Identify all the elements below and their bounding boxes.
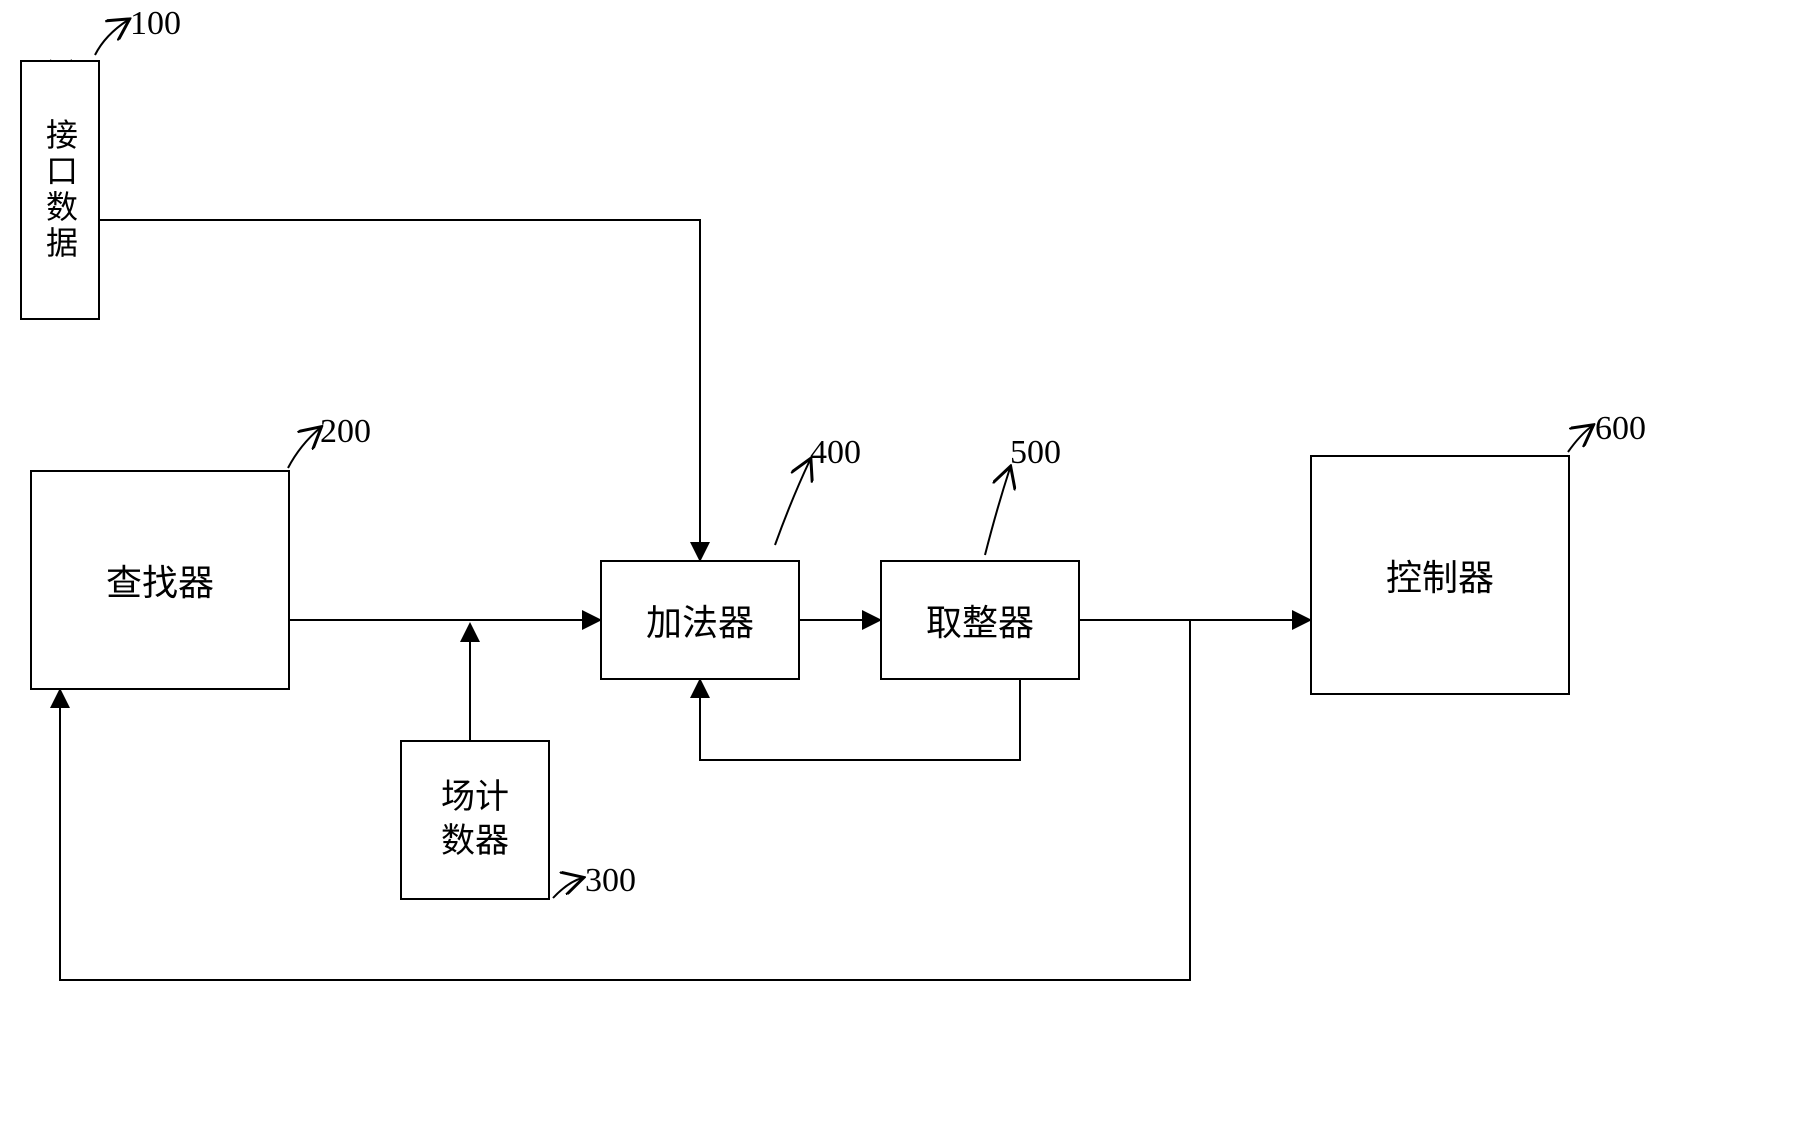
ref-arrow-200 <box>288 428 320 468</box>
ref-label-100: 100 <box>130 5 181 43</box>
node-finder-label: 查找器 <box>106 554 214 606</box>
ref-label-400: 400 <box>810 434 861 472</box>
node-interface-data-label: 接口数据 <box>37 118 83 262</box>
node-field-counter-line1: 场计 <box>441 776 509 820</box>
ref-label-200: 200 <box>320 413 371 451</box>
node-field-counter-line2: 数器 <box>441 820 509 864</box>
ref-arrow-500 <box>985 468 1010 555</box>
node-adder: 加法器 <box>600 560 800 680</box>
node-finder: 查找器 <box>30 470 290 690</box>
ref-arrow-600 <box>1568 426 1592 452</box>
ref-label-600: 600 <box>1595 410 1646 448</box>
ref-label-500: 500 <box>1010 434 1061 472</box>
ref-label-300: 300 <box>585 862 636 900</box>
ref-arrow-300 <box>553 878 582 898</box>
node-rounder: 取整器 <box>880 560 1080 680</box>
node-field-counter: 场计 数器 <box>400 740 550 900</box>
diagram-canvas: 接口数据 查找器 场计 数器 加法器 取整器 控制器 100 200 300 4… <box>0 0 1819 1127</box>
node-interface-data: 接口数据 <box>20 60 100 320</box>
node-rounder-label: 取整器 <box>926 594 1034 646</box>
ref-arrow-100 <box>95 20 128 55</box>
node-adder-label: 加法器 <box>646 594 754 646</box>
ref-arrow-400 <box>775 460 810 545</box>
node-controller: 控制器 <box>1310 455 1570 695</box>
edge-rounder-to-adder-feedback <box>700 680 1020 760</box>
node-controller-label: 控制器 <box>1386 549 1494 601</box>
